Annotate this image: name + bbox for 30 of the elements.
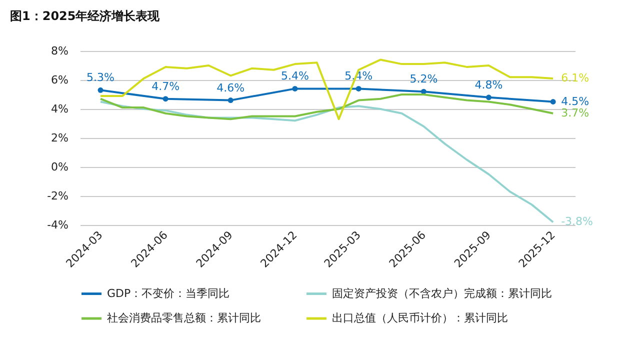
line-series (100, 100, 554, 224)
y-tick-label: 2% (51, 132, 68, 144)
chart-title: 图1：2025年经济增长表现 (10, 9, 161, 23)
point (292, 86, 298, 92)
y-tick-label: 8% (51, 44, 68, 58)
point (228, 98, 234, 104)
data-label: 3.7% (561, 106, 590, 120)
data-label: 5.3% (86, 71, 114, 84)
data-label: -3.8% (561, 215, 593, 228)
point (550, 99, 556, 104)
y-tick-label: 6% (51, 74, 68, 86)
y-tick-label: -2% (47, 190, 68, 202)
legend-label: 固定资产投资（不含农户）完成额：累计同比 (332, 286, 552, 300)
point (162, 96, 168, 102)
legend-label: 社会消费品零售总额：累计同比 (107, 312, 261, 324)
point (356, 86, 362, 92)
data-label: 4.6% (216, 81, 245, 94)
point (98, 87, 104, 93)
data-label: 5.4% (280, 70, 309, 83)
data-label: 6.1% (561, 72, 590, 85)
y-tick-label: 4% (51, 102, 68, 116)
data-label: 4.7% (152, 80, 180, 93)
y-tick-label: 0% (51, 160, 68, 174)
data-label: 5.2% (410, 72, 438, 86)
data-label: 4.5% (561, 94, 590, 108)
data-label: 4.8% (474, 78, 503, 92)
legend-label: 出口总值（人民币计价）：累计同比 (332, 312, 508, 324)
point (486, 94, 492, 100)
legend-label: GDP：不变价：当季同比 (107, 286, 230, 300)
y-tick-label: -4% (47, 218, 68, 232)
